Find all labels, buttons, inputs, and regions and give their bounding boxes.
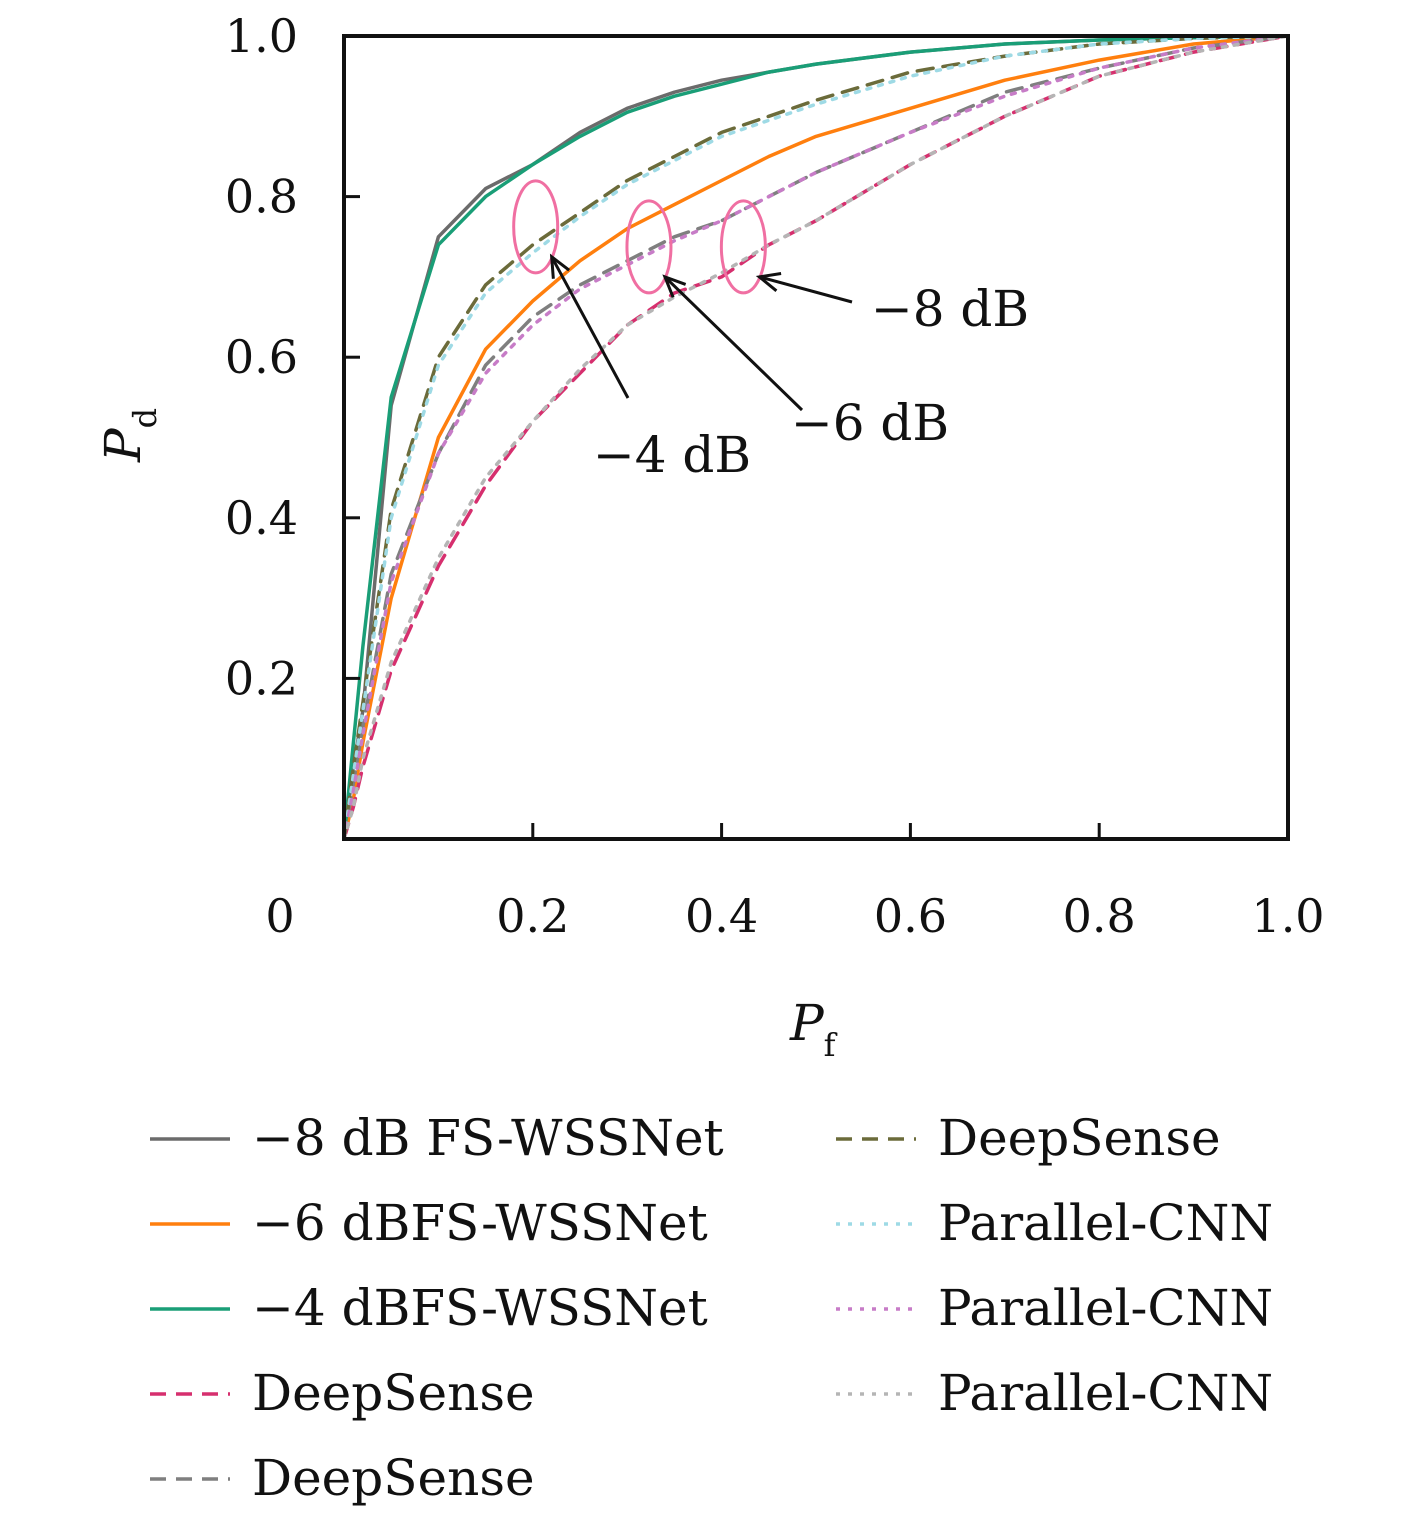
series-line-7 — [342, 34, 1290, 841]
series-lines — [342, 34, 1290, 841]
plot-frame — [342, 34, 1290, 841]
series-line-2 — [342, 34, 1290, 841]
legend-label-0: −8 dB FS-WSSNet — [252, 1109, 724, 1167]
legend-label-6: Parallel-CNN — [938, 1194, 1273, 1252]
y-tick-label-2: 0.6 — [225, 330, 298, 384]
x-tick-label-2: 0.4 — [685, 889, 758, 943]
x-tick-label-0: 0 — [265, 889, 294, 943]
y-axis-title: Pd — [94, 408, 164, 463]
group-ellipse-1 — [625, 199, 673, 295]
legend-label-5: DeepSense — [938, 1109, 1221, 1167]
y-tick-label-4: 1.0 — [225, 9, 298, 63]
axis-ticks: 0 0.2 0.4 0.6 0.8 1.0 0.2 0.4 0.6 0.8 1.0 — [225, 9, 1325, 943]
annotation-label-1: −6 dB — [791, 394, 949, 452]
annotations: −4 dB −6 dB −8 dB — [549, 253, 1029, 484]
y-tick-label-0: 0.2 — [225, 651, 298, 705]
legend-label-1: −6 dBFS-WSSNet — [252, 1194, 708, 1252]
y-tick-label-1: 0.4 — [225, 491, 298, 545]
group-ellipse-2 — [719, 199, 767, 295]
legend-label-3: DeepSense — [252, 1364, 535, 1422]
annotation-arrowhead-2 — [755, 272, 782, 292]
x-axis-title: Pf — [789, 994, 838, 1064]
series-line-6 — [342, 34, 1290, 841]
group-circles — [512, 179, 767, 295]
x-tick-label-4: 0.8 — [1063, 889, 1136, 943]
legend-label-2: −4 dBFS-WSSNet — [252, 1279, 708, 1337]
group-ellipse-0 — [512, 179, 560, 275]
series-line-1 — [342, 34, 1290, 841]
series-line-8 — [342, 34, 1290, 841]
x-tick-label-3: 0.6 — [874, 889, 947, 943]
x-tick-label-1: 0.2 — [496, 889, 569, 943]
y-tick-label-3: 0.8 — [225, 170, 298, 224]
x-tick-label-5: 1.0 — [1251, 889, 1324, 943]
annotation-arrow-2 — [758, 275, 853, 304]
legend-label-8: Parallel-CNN — [938, 1364, 1273, 1422]
legend: −8 dB FS-WSSNet −6 dBFS-WSSNet −4 dBFS-WSS… — [150, 1109, 1273, 1507]
annotation-arrowhead-0 — [549, 253, 571, 279]
annotation-arrowhead-1 — [662, 274, 687, 298]
annotation-label-2: −8 dB — [871, 280, 1029, 338]
annotation-label-0: −4 dB — [593, 426, 751, 484]
legend-label-7: Parallel-CNN — [938, 1279, 1273, 1337]
legend-label-4: DeepSense — [252, 1449, 535, 1507]
annotation-arrow-0 — [550, 256, 630, 399]
annotation-arrow-1 — [663, 275, 804, 412]
